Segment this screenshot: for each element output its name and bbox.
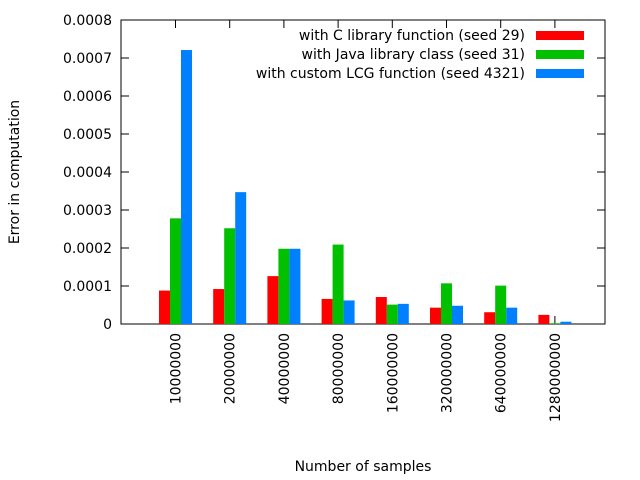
legend-label: with custom LCG function (seed 4321): [256, 66, 525, 82]
y-tick-label: 0.0001: [63, 279, 112, 295]
legend-label: with C library function (seed 29): [299, 28, 525, 44]
bar: [560, 321, 572, 324]
y-tick-label: 0.0004: [63, 165, 112, 181]
x-tick-label: 1280000000: [548, 333, 564, 422]
bar: [430, 307, 441, 324]
legend: with C library function (seed 29) with Ja…: [256, 28, 584, 82]
legend-swatch: [536, 31, 584, 40]
bar: [224, 228, 236, 324]
x-tick-label: 320000000: [440, 333, 456, 413]
x-axis-label: Number of samples: [295, 459, 432, 475]
bar: [267, 276, 279, 324]
x-tick-label: 40000000: [277, 333, 293, 404]
bar: [506, 307, 518, 324]
bar: [484, 312, 496, 324]
x-tick-label: 10000000: [169, 333, 185, 404]
y-axis-label: Error in computation: [7, 100, 23, 244]
y-tick-label: 0.0002: [63, 241, 112, 257]
bar: [321, 298, 333, 324]
bar: [538, 314, 550, 324]
bar: [386, 304, 398, 324]
x-tick-label: 20000000: [223, 333, 239, 404]
y-tick-label: 0.0008: [63, 13, 112, 29]
x-tick-label: 80000000: [331, 333, 347, 404]
bar: [549, 323, 561, 324]
bar: [343, 300, 355, 324]
bar: [452, 305, 463, 324]
x-tick-label: 160000000: [385, 333, 401, 413]
legend-swatch: [536, 69, 584, 78]
bar: [332, 244, 344, 324]
bar: [213, 289, 225, 324]
bar: [159, 290, 170, 324]
legend-swatch: [536, 50, 584, 59]
bar: [278, 248, 290, 324]
y-tick-label: 0.0005: [63, 127, 112, 143]
x-axis-ticks: 10000000 20000000 40000000 80000000 16000000…: [169, 20, 564, 422]
legend-label: with Java library class (seed 31): [302, 47, 525, 63]
y-tick-label: 0.0003: [63, 203, 112, 219]
bar: [235, 192, 247, 324]
bar: [441, 283, 452, 324]
bar: [495, 285, 507, 324]
y-axis-ticks: 0 0.0001 0.0002 0.0003 0.0004 0.0005 0.0006 0.0…: [63, 13, 605, 333]
y-tick-label: 0: [103, 317, 112, 333]
x-tick-label: 640000000: [494, 333, 510, 413]
bar-series: [159, 50, 572, 325]
bar: [397, 303, 409, 324]
y-tick-label: 0.0006: [63, 89, 112, 105]
bar: [181, 50, 192, 325]
bar: [170, 218, 181, 324]
bar: [375, 297, 387, 324]
y-tick-label: 0.0007: [63, 51, 112, 67]
bar: [289, 248, 301, 324]
